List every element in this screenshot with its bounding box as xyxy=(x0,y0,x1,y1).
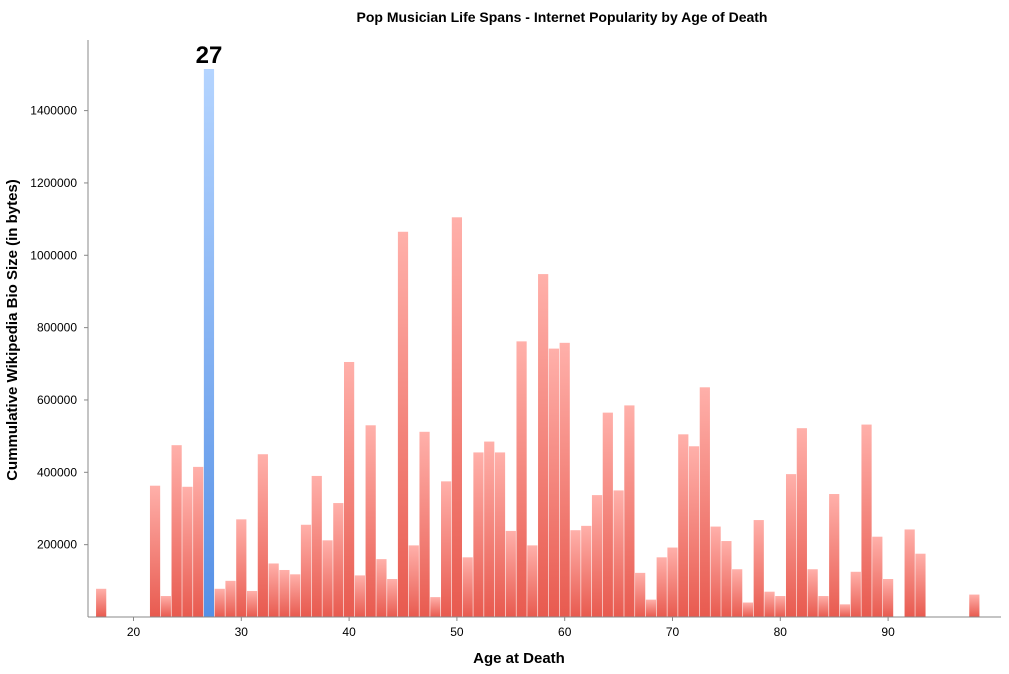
bar xyxy=(333,503,344,617)
bar xyxy=(354,575,365,617)
bar xyxy=(548,348,560,617)
bar xyxy=(430,597,441,617)
bar xyxy=(419,431,430,617)
bar xyxy=(753,520,764,617)
bar xyxy=(818,596,829,617)
bar xyxy=(96,588,107,617)
bar xyxy=(236,519,247,617)
bar xyxy=(839,604,851,617)
y-tick-label: 1200000 xyxy=(30,176,77,190)
bar xyxy=(915,553,926,617)
bar xyxy=(904,529,915,617)
bar xyxy=(570,530,581,617)
bar xyxy=(268,563,279,617)
bar xyxy=(872,536,883,617)
bar xyxy=(225,580,236,617)
y-tick-label: 200000 xyxy=(37,538,77,552)
bar xyxy=(441,481,452,617)
highlight-annotation: 27 xyxy=(196,42,223,69)
x-ticks-group: 20 30 40 50 60 70 80 90 xyxy=(127,617,895,639)
bar xyxy=(257,454,268,617)
bar xyxy=(538,274,549,617)
bar xyxy=(484,441,495,617)
bar xyxy=(635,572,646,617)
bar xyxy=(861,424,872,617)
bar xyxy=(193,466,204,617)
y-axis-label: Cummulative Wikipedia Bio Size (in bytes… xyxy=(4,179,21,481)
x-tick-label: 50 xyxy=(450,625,464,639)
bar xyxy=(473,452,484,617)
bar xyxy=(699,387,710,617)
bar xyxy=(505,530,516,617)
bar xyxy=(246,590,258,617)
bar xyxy=(279,569,290,617)
bar xyxy=(807,569,818,617)
bar xyxy=(397,231,409,617)
bar xyxy=(516,341,527,617)
bar xyxy=(149,485,161,617)
bar xyxy=(365,425,376,617)
y-tick-label: 800000 xyxy=(37,321,77,335)
bar xyxy=(850,571,861,617)
bar xyxy=(462,557,473,617)
bar xyxy=(688,446,700,617)
bar xyxy=(527,545,538,617)
bar xyxy=(678,434,689,617)
bar xyxy=(742,602,754,617)
y-tick-label: 1400000 xyxy=(30,104,77,118)
bar xyxy=(408,545,419,617)
x-tick-label: 70 xyxy=(666,625,680,639)
bar xyxy=(796,428,807,617)
bar xyxy=(300,524,312,617)
bar xyxy=(559,342,570,617)
bar xyxy=(624,405,635,617)
bar xyxy=(645,599,657,617)
bar xyxy=(182,486,193,617)
x-tick-label: 90 xyxy=(881,625,895,639)
x-tick-label: 80 xyxy=(774,625,788,639)
bars-group xyxy=(96,69,980,618)
y-tick-label: 1000000 xyxy=(30,248,77,262)
bar xyxy=(322,540,333,617)
bar xyxy=(656,557,667,617)
bar-highlight xyxy=(203,69,215,617)
bar xyxy=(451,217,462,618)
x-tick-label: 20 xyxy=(127,625,141,639)
bar xyxy=(387,579,398,617)
x-tick-label: 60 xyxy=(558,625,572,639)
bar xyxy=(732,569,743,617)
bar xyxy=(581,525,592,617)
bar xyxy=(376,559,387,617)
bar xyxy=(775,596,786,617)
x-tick-label: 40 xyxy=(342,625,356,639)
bar xyxy=(613,490,624,617)
bar xyxy=(214,588,225,617)
bar xyxy=(344,361,355,617)
x-axis-label: Age at Death xyxy=(473,650,565,667)
bar xyxy=(667,547,678,617)
bar xyxy=(311,475,322,617)
bar xyxy=(602,412,613,617)
bar xyxy=(829,494,840,617)
bar xyxy=(171,445,182,617)
bar xyxy=(290,574,301,617)
bar xyxy=(883,579,894,617)
y-tick-label: 600000 xyxy=(37,393,77,407)
x-tick-label: 30 xyxy=(235,625,249,639)
bar xyxy=(785,474,797,617)
bar xyxy=(969,594,980,617)
y-tick-label: 400000 xyxy=(37,465,77,479)
chart-title: Pop Musician Life Spans - Internet Popul… xyxy=(357,9,768,25)
bar xyxy=(764,591,775,617)
bar xyxy=(721,541,732,617)
bar xyxy=(494,452,506,617)
bar xyxy=(710,526,721,617)
bar xyxy=(591,495,603,617)
bar xyxy=(160,596,171,617)
y-ticks-group: 200000 400000 600000 800000 1000000 1200000 14… xyxy=(30,104,88,552)
